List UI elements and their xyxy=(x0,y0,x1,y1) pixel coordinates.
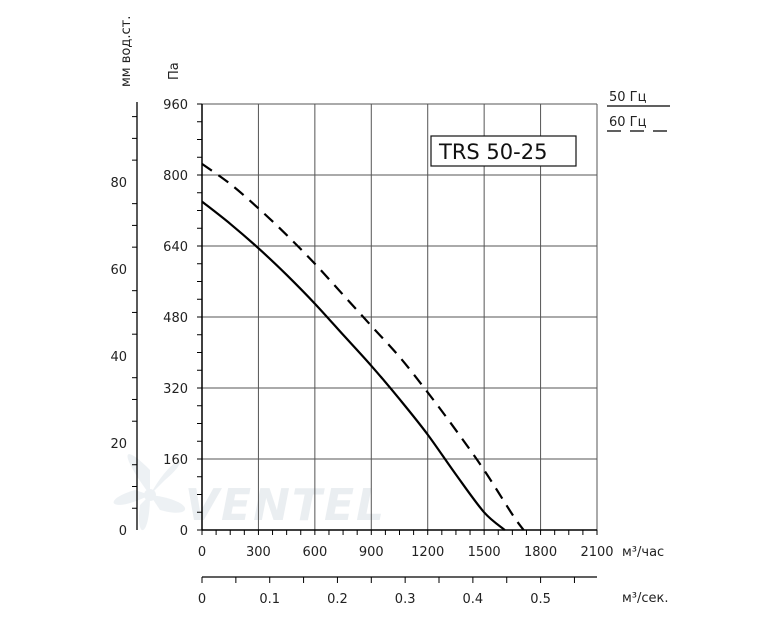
y-tick-label: 480 xyxy=(163,311,188,326)
y2-tick-label: 80 xyxy=(110,176,127,191)
legend-label-50hz: 50 Гц xyxy=(609,90,647,105)
x-tick-label: 1800 xyxy=(524,545,557,560)
legend: 50 Гц 60 Гц xyxy=(607,90,670,132)
legend-label-60hz: 60 Гц xyxy=(609,115,647,130)
y-tick-label: 160 xyxy=(163,453,188,468)
model-title-box: TRS 50-25 xyxy=(430,135,577,167)
y2-tick-label: 60 xyxy=(110,263,127,278)
x2-tick-label: 0.2 xyxy=(327,592,348,607)
x-tick-label: 1200 xyxy=(411,545,444,560)
x2-axis-m3-per-sec xyxy=(201,576,597,583)
series-layer xyxy=(201,162,525,531)
y2-tick-label: 0 xyxy=(119,524,127,539)
x2-tick-label: 0.3 xyxy=(395,592,416,607)
y2-axis-mm-water xyxy=(132,102,138,530)
series-line-50hz xyxy=(201,200,506,531)
x2-tick-label: 0 xyxy=(198,592,206,607)
y-tick-label: 960 xyxy=(163,98,188,113)
chart-grid xyxy=(202,103,598,530)
y-axis-unit-label: Па xyxy=(167,62,182,80)
x2-tick-label: 0.4 xyxy=(463,592,484,607)
x-tick-label: 900 xyxy=(359,545,384,560)
chart-axes xyxy=(197,103,598,535)
x-axis-unit-label: м³/час xyxy=(622,545,664,560)
y-tick-label: 320 xyxy=(163,382,188,397)
y2-tick-label: 20 xyxy=(110,437,127,452)
y-tick-label: 640 xyxy=(163,240,188,255)
x2-tick-label: 0.1 xyxy=(259,592,280,607)
series-line-60hz xyxy=(201,162,525,531)
model-title: TRS 50-25 xyxy=(438,140,547,164)
watermark-brand-text: VENTEL xyxy=(185,480,386,531)
x-tick-label: 2100 xyxy=(580,545,613,560)
x2-tick-label: 0.5 xyxy=(530,592,551,607)
x2-axis-unit-label: м³/сек. xyxy=(622,591,669,606)
x-tick-label: 0 xyxy=(198,545,206,560)
tick-labels: 0 300 600 900 1200 1500 1800 210001603204806408… xyxy=(110,98,613,607)
x-tick-label: 300 xyxy=(246,545,271,560)
watermark-logo: VENTEL xyxy=(113,454,386,531)
x-tick-label: 600 xyxy=(302,545,327,560)
x-tick-label: 1500 xyxy=(468,545,501,560)
y2-axis-unit-label: мм вод.ст. xyxy=(119,16,134,87)
y2-tick-label: 40 xyxy=(110,350,127,365)
y-tick-label: 800 xyxy=(163,169,188,184)
y-tick-label: 0 xyxy=(180,524,188,539)
